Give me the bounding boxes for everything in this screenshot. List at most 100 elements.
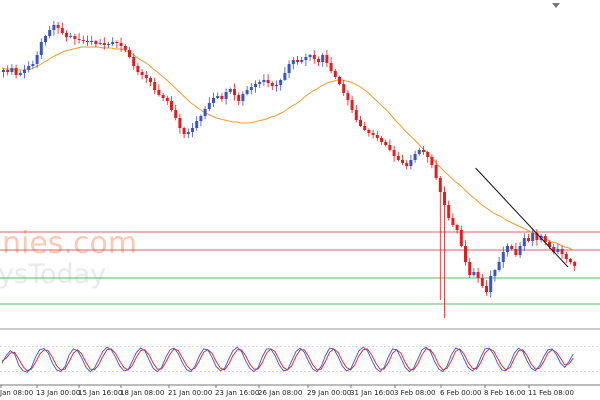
candle [556, 243, 560, 255]
candle [77, 33, 81, 44]
candle [459, 225, 463, 248]
candle [18, 70, 22, 77]
candle [275, 80, 278, 92]
candle [480, 273, 484, 288]
candle [123, 44, 127, 53]
candle [44, 34, 47, 46]
stochastic-levels [0, 346, 600, 372]
candle [300, 56, 304, 64]
candle [287, 60, 291, 79]
candle [321, 52, 325, 67]
moving-average-line [1, 46, 574, 251]
candle [107, 41, 110, 48]
candle [228, 87, 232, 94]
candle [338, 75, 341, 86]
candle [359, 115, 362, 128]
candle [245, 85, 249, 96]
x-tick-label: 13 Jan 00:00 [36, 389, 80, 397]
candle [258, 79, 262, 88]
candle [136, 63, 140, 75]
candle [65, 30, 68, 42]
candle [291, 57, 295, 70]
candle [535, 229, 539, 246]
candle [283, 67, 287, 82]
candle [434, 159, 438, 181]
candle [56, 21, 60, 34]
candle [518, 242, 522, 259]
candle [531, 228, 535, 247]
candle [233, 83, 236, 101]
candle [14, 64, 18, 79]
candle [140, 68, 144, 80]
stoch-main-line [1, 346, 574, 373]
candle [94, 39, 98, 48]
candle [308, 53, 312, 61]
candle [564, 251, 568, 264]
candle [430, 154, 434, 169]
candle [241, 91, 245, 106]
candle [119, 37, 123, 52]
candle [6, 65, 10, 76]
candle [174, 104, 178, 121]
candle [413, 150, 417, 163]
candle [354, 105, 358, 123]
candle [455, 223, 459, 234]
candle [170, 96, 173, 112]
candle [451, 213, 455, 227]
candle [304, 53, 308, 66]
candle [86, 35, 89, 46]
candle [371, 129, 375, 139]
watermark-line-1: nies.com [2, 226, 137, 261]
candle [52, 20, 56, 36]
ma-path [1, 46, 574, 251]
candle [249, 83, 253, 95]
candle [216, 92, 220, 100]
candle [396, 151, 400, 162]
candle [493, 268, 497, 282]
candle [367, 128, 371, 137]
candle [262, 74, 266, 86]
candle [489, 270, 493, 298]
candle [464, 240, 467, 266]
candle [10, 64, 14, 75]
candle [149, 76, 152, 87]
candle [220, 93, 224, 102]
candle [207, 97, 211, 112]
candle [182, 126, 186, 139]
candle [468, 258, 472, 278]
candle [560, 245, 564, 259]
candle [380, 136, 383, 145]
candle [569, 257, 572, 265]
candle [144, 71, 148, 83]
candle [329, 57, 333, 74]
candle [447, 200, 451, 221]
trendline [475, 167, 569, 268]
candle [132, 53, 136, 70]
candle [98, 38, 102, 46]
candle [73, 33, 77, 45]
candle [27, 61, 31, 73]
candle [325, 49, 329, 67]
candle [224, 88, 228, 105]
candle [191, 122, 194, 138]
x-tick-label: 3 Feb 08:00 [394, 389, 435, 397]
candle [128, 47, 131, 59]
candle [388, 139, 392, 152]
candles [2, 20, 577, 318]
x-tick-label: 15 Jan 16:00 [78, 389, 122, 397]
candle [39, 38, 43, 59]
candle [199, 114, 203, 127]
candle [422, 146, 425, 155]
candle [157, 84, 161, 97]
x-tick-label: 21 Jan 00:00 [168, 389, 212, 397]
x-tick-label: Jan 08:00 [0, 389, 33, 397]
candle [69, 32, 73, 39]
candle [165, 95, 169, 105]
candle [296, 56, 299, 65]
candle [392, 145, 396, 162]
candle [401, 154, 404, 166]
candle [317, 56, 320, 67]
candle [90, 35, 94, 46]
candle [485, 280, 488, 296]
